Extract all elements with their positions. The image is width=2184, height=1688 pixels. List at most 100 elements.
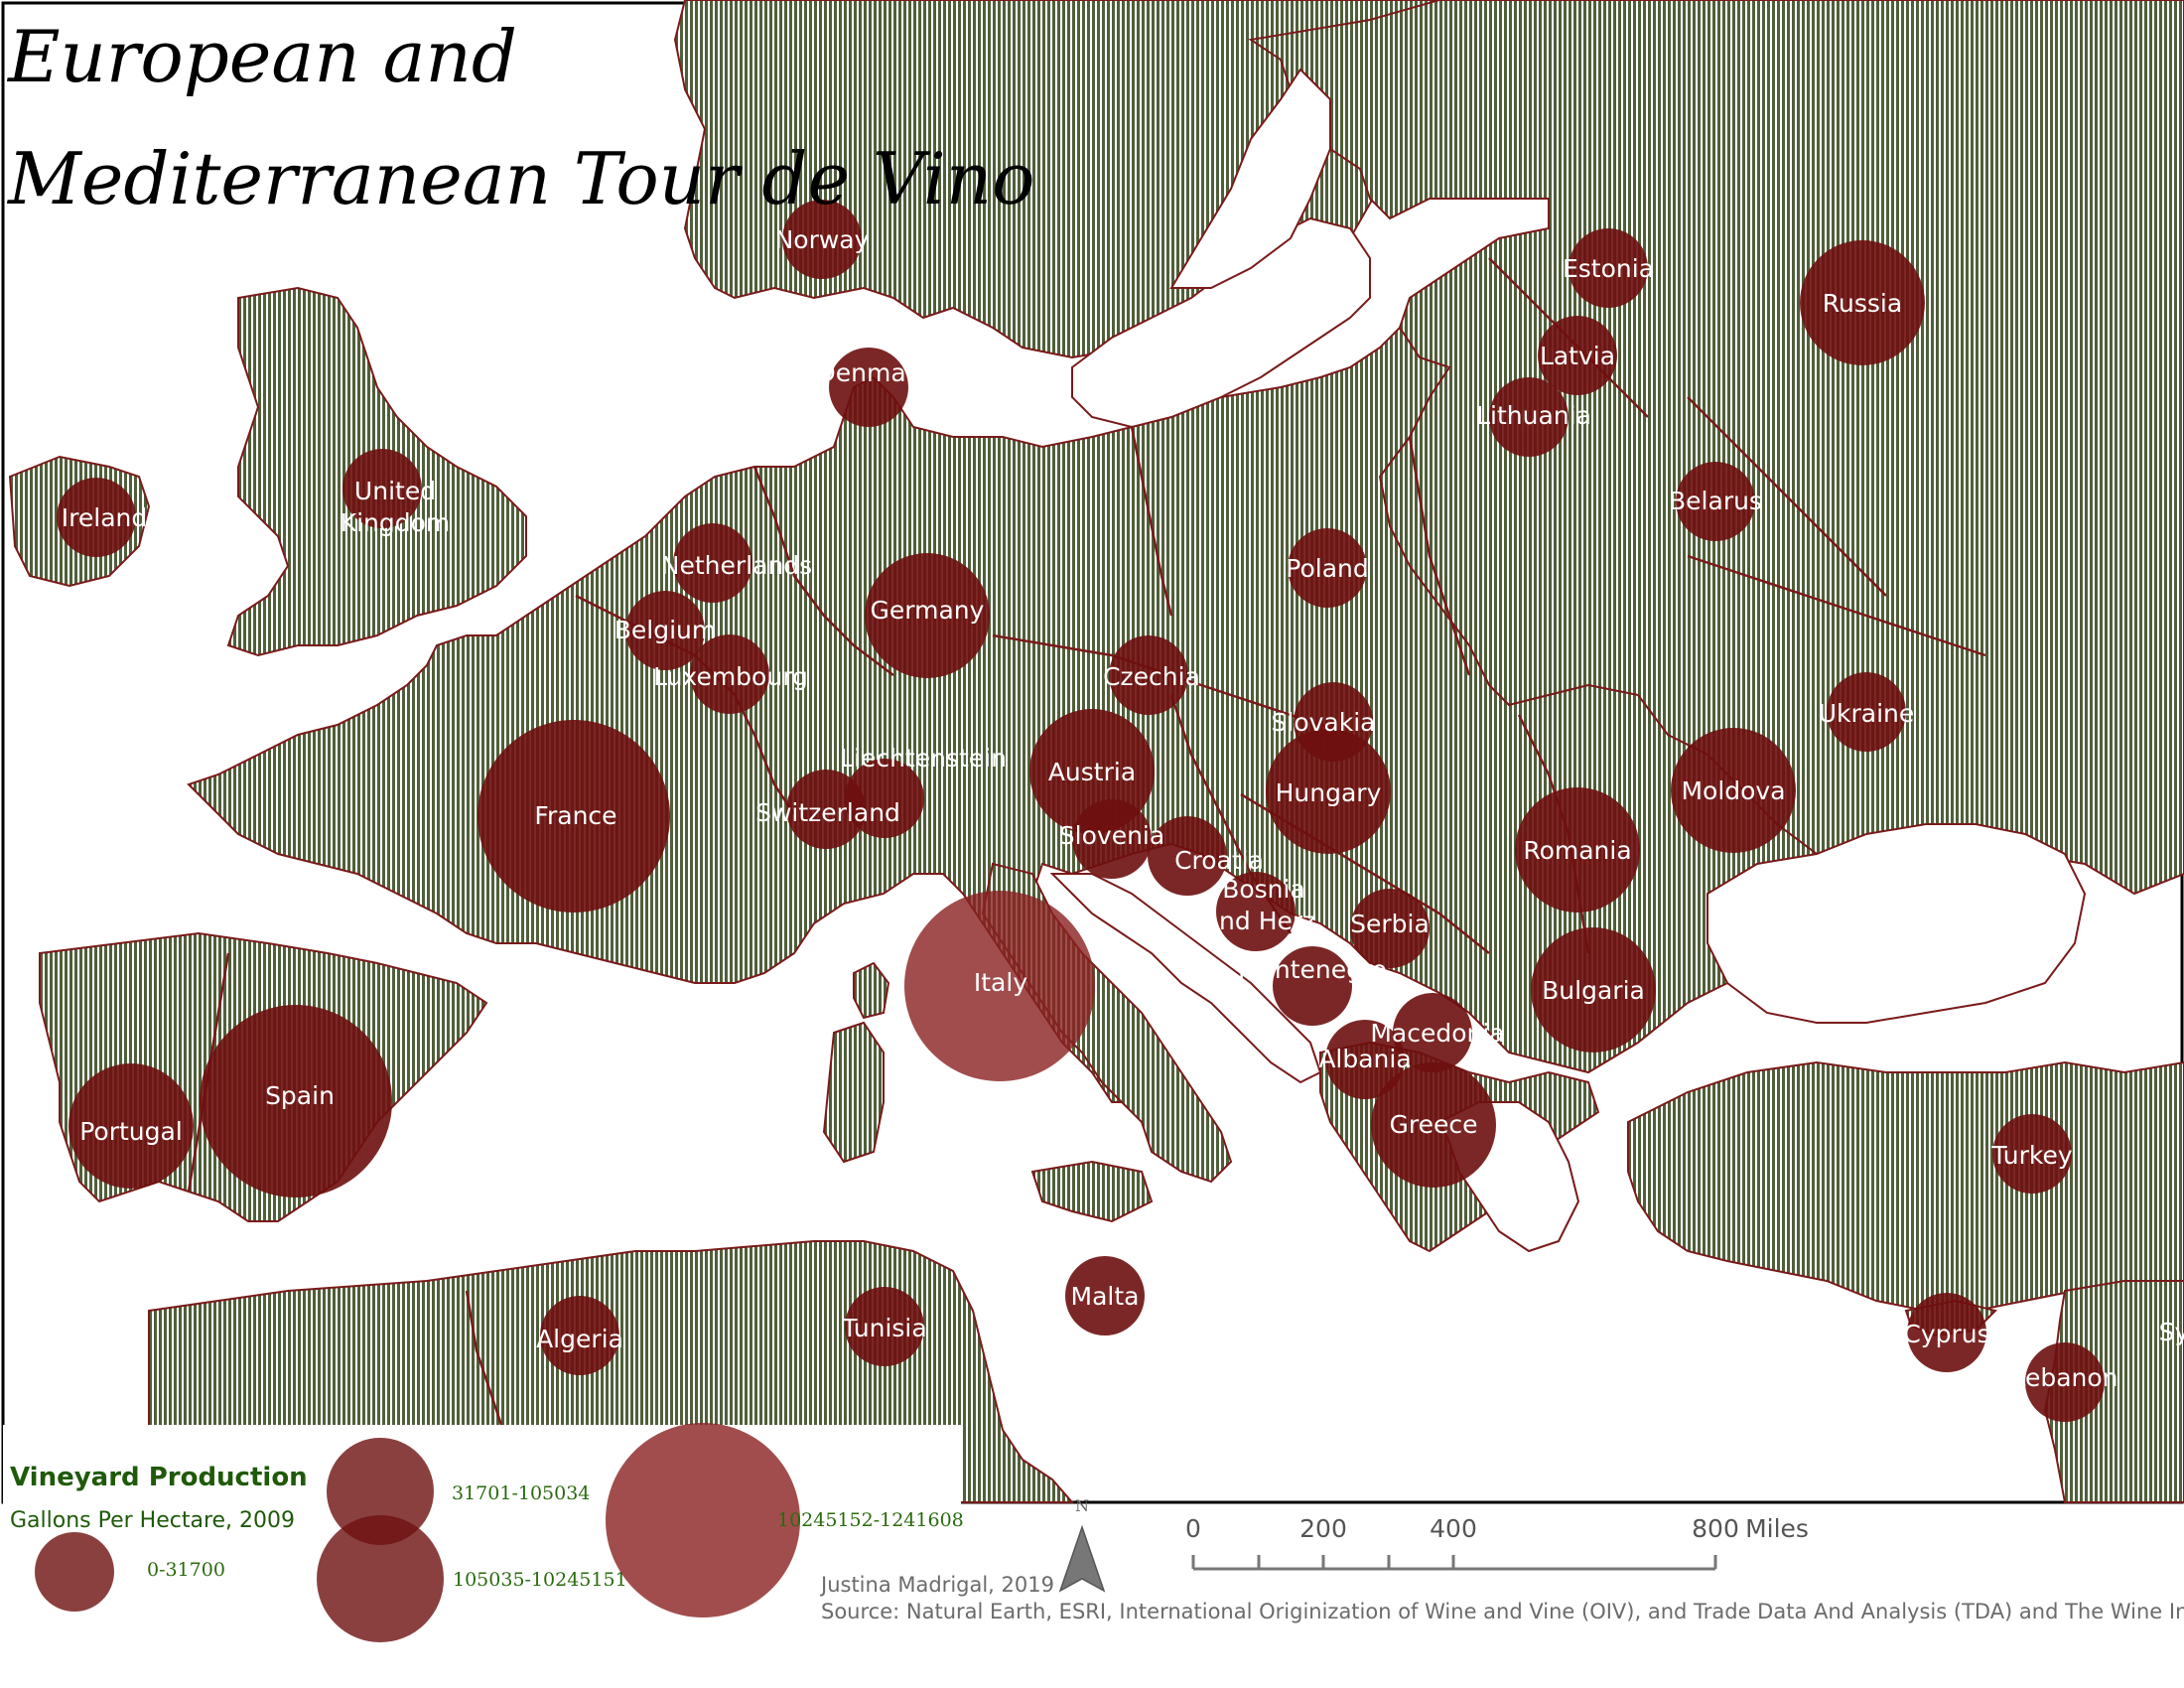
label-algeria: Algeria [536,1325,623,1353]
bubble-russia [1800,240,1925,365]
label-croatia: Croatia [1174,846,1264,875]
bubble-algeria [540,1296,619,1375]
label-bulgaria: Bulgaria [1542,976,1645,1005]
label-portugal: Portugal [79,1117,183,1146]
scale-tick-marks [1191,1555,1717,1569]
bubble-latvia [1538,316,1617,395]
bubble-hungary [1266,729,1391,854]
label-macedonia: Macedonia [1370,1019,1504,1048]
bubble-portugal [68,1063,194,1189]
source-credit: Source: Natural Earth, ESRI, Internation… [821,1600,2184,1623]
legend-title: Vineyard Production [10,1463,308,1492]
bubble-montenegro [1273,946,1352,1026]
country-labels: Norway Estonia Russia Latvia Denmark Lithuani… [62,225,2184,1392]
north-label: N [1075,1496,1089,1515]
bubble-cyprus [1907,1293,1986,1372]
production-bubbles [57,200,2105,1422]
scale-tick-0: 0 [1185,1514,1201,1543]
legend-label-large: 105035-10245151 [453,1569,627,1591]
bubble-norway [782,200,862,279]
label-lebanon: Lebanon [2011,1363,2117,1392]
bubble-bosnia [1216,872,1296,951]
border-line [752,466,894,676]
title-line-2: Mediterranean Tour de Vino [6,137,1034,220]
label-czechia: Czechia [1103,662,1200,691]
label-belarus: Belarus [1669,487,1762,515]
bubble-switzerland [786,770,866,849]
land-levant [2043,1280,2184,1503]
border-line [1687,396,1887,597]
label-syria: Sy [2159,1318,2184,1346]
label-france: France [534,801,616,830]
legend-label-small: 0-31700 [147,1559,225,1581]
legend-label-medium: 31701-105034 [452,1482,590,1504]
title-line-1: European and [6,15,517,98]
label-latvia: Latvia [1540,342,1615,370]
bubble-spain [200,1005,392,1197]
scale-tick-400: 400 [1430,1514,1477,1543]
water-layer [1049,68,2087,1253]
bubble-moldova [1671,728,1796,853]
bubble-uk [342,449,422,528]
label-estonia: Estonia [1563,254,1654,283]
label-line: Bosnia [1222,875,1305,904]
border-line [1687,554,1986,657]
legend-symbol-largest [606,1423,800,1618]
bubble-lebanon [2025,1342,2105,1422]
bubble-czechia [1109,635,1188,715]
label-denmark: Denmark [817,358,931,387]
bubble-netherlands [673,523,752,603]
scale-tick-800: 800 [1692,1514,1739,1543]
label-poland: Poland [1286,554,1368,583]
label-belgium: Belgium [614,616,717,644]
label-greece: Greece [1390,1110,1478,1139]
scale-unit: Miles [1745,1514,1809,1543]
label-moldova: Moldova [1681,776,1785,805]
bubble-ukraine [1827,672,1906,752]
bubble-turkey [1992,1114,2072,1194]
baltic-sea [1071,216,1371,429]
legend-symbol-large [317,1515,444,1642]
bubble-tunisia [845,1287,924,1366]
gulf-of-bothnia [1169,68,1331,289]
legend-symbol-small [35,1532,114,1612]
label-bosnia: Bosnia and Herz. [1204,875,1324,935]
adriatic-sea [1049,873,1322,1084]
legend: Vineyard Production Gallons Per Hectare,… [3,1423,964,1685]
bubble-luxembourg [690,634,769,714]
label-luxembourg: Luxembourg [653,662,808,691]
legend-symbol-medium [327,1438,434,1545]
bubble-germany [865,553,990,678]
label-germany: Germany [871,596,985,625]
label-line: Kingdom [341,508,451,537]
bubble-malta [1065,1256,1145,1336]
bubble-italy [904,891,1095,1081]
label-turkey: Turkey [1990,1141,2073,1170]
bubble-poland [1288,528,1367,608]
label-line: United [354,477,436,505]
bubble-denmark [829,348,908,427]
bubble-estonia [1569,228,1648,308]
label-ukraine: Ukraine [1819,699,1915,728]
label-hungary: Hungary [1276,778,1382,807]
scale-bar: 0 200 400 800 Miles [1185,1514,1809,1571]
label-montenegro: Montenegro [1238,955,1387,984]
bubble-serbia [1350,889,1430,968]
border-line [1408,436,1471,676]
scale-tick-200: 200 [1299,1514,1347,1543]
bubble-belarus [1676,462,1755,541]
label-switzerland: Switzerland [755,798,900,827]
author-credit: Justina Madrigal, 2019 [819,1573,1054,1597]
label-norway: Norway [775,225,870,254]
bubble-ireland [57,478,136,557]
label-slovakia: Slovakia [1272,708,1376,737]
label-albania: Albania [1318,1045,1411,1073]
label-austria: Austria [1048,758,1136,786]
label-ireland: Ireland [62,503,147,532]
bubble-greece [1371,1062,1496,1188]
label-uk: United Kingdom [341,477,451,537]
north-arrow-icon [1058,1524,1106,1593]
legend-label-largest: 10245152-1241608 [777,1509,964,1531]
bubble-romania [1515,787,1640,913]
label-spain: Spain [265,1081,335,1110]
